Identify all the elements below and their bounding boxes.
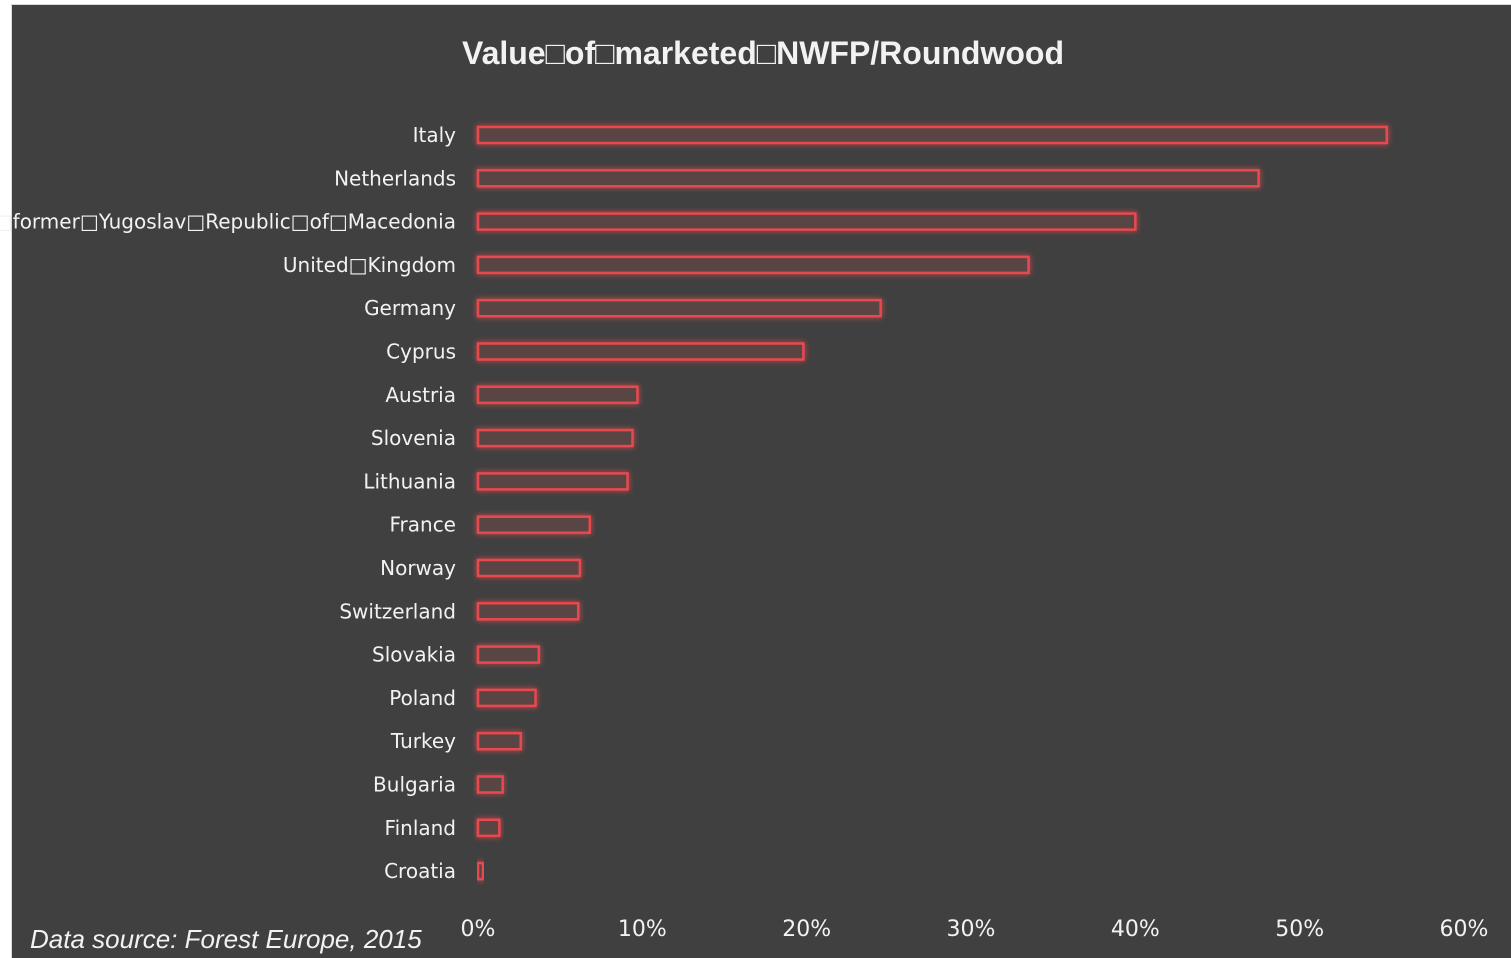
chart-panel [11, 4, 1511, 958]
data-source-note: Data source: Forest Europe, 2015 [30, 924, 422, 954]
x-tick-label-3: 30% [947, 917, 996, 942]
bar-5 [476, 342, 805, 361]
x-tick-label-1: 10% [618, 917, 667, 942]
chart-title: Value□of□marketed□NWFP/Roundwood [462, 35, 1064, 71]
bar-1 [476, 169, 1260, 188]
bar-3 [476, 255, 1030, 275]
bar-15 [476, 775, 504, 794]
category-label-0: Italy [413, 123, 457, 147]
category-label-9: France [389, 513, 456, 537]
bar-0 [476, 125, 1389, 145]
category-labels: Italy Netherlands The□former□Yugoslav□Repu… [0, 123, 456, 883]
category-label-11: Switzerland [339, 599, 456, 623]
category-label-5: Cyprus [386, 340, 456, 364]
category-label-14: Turkey [390, 729, 456, 753]
x-tick-label-4: 40% [1111, 917, 1160, 942]
bar-16 [476, 818, 501, 838]
bar-11 [476, 602, 580, 621]
bar-14 [476, 731, 522, 751]
x-axis-tick-labels: 0% 10% 20% 30% 40% 50% 60% [461, 917, 1489, 942]
category-label-10: Norway [380, 556, 456, 580]
category-label-16: Finland [385, 816, 456, 840]
category-label-6: Austria [385, 383, 456, 407]
bar-12 [476, 645, 541, 664]
x-tick-label-2: 20% [782, 917, 831, 942]
x-tick-label-6: 60% [1440, 917, 1489, 942]
category-label-2: The□former□Yugoslav□Republic□of□Macedoni… [0, 210, 456, 234]
category-label-15: Bulgaria [373, 773, 456, 797]
x-tick-label-5: 50% [1275, 917, 1324, 942]
category-label-13: Poland [389, 686, 456, 710]
bar-2 [476, 212, 1137, 231]
bar-8 [476, 472, 629, 491]
category-label-1: Netherlands [334, 166, 456, 190]
bar-9 [476, 515, 591, 534]
category-label-7: Slovenia [371, 426, 456, 450]
category-label-8: Lithuania [363, 469, 456, 493]
bar-13 [476, 688, 537, 708]
bars-group [476, 125, 1389, 881]
bar-17 [476, 861, 485, 881]
category-label-17: Croatia [384, 859, 456, 883]
bar-4 [476, 298, 882, 318]
bar-6 [476, 385, 639, 405]
x-tick-label-0: 0% [461, 917, 496, 942]
category-label-12: Slovakia [372, 643, 456, 667]
bar-10 [476, 558, 582, 578]
bar-7 [476, 428, 634, 448]
category-label-3: United□Kingdom [283, 253, 456, 277]
category-label-4: Germany [364, 296, 456, 320]
